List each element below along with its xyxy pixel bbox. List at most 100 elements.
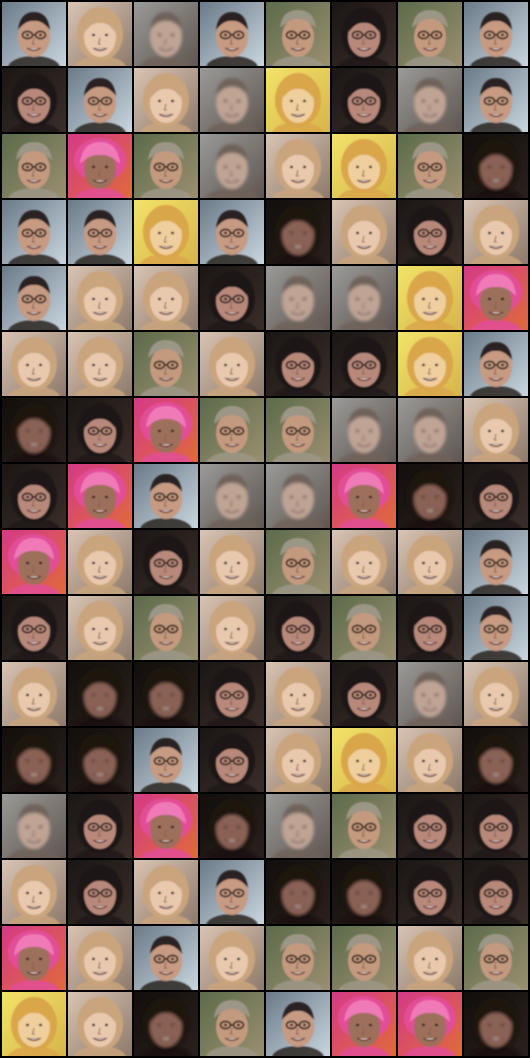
face-thumbnail-dark-blur (266, 860, 330, 924)
face-thumbnail-blonde-child (266, 728, 330, 792)
face-thumbnail-blonde-child (266, 134, 330, 198)
face-thumbnail-ghost-blur (332, 266, 396, 330)
face-thumbnail-yellow-child (398, 332, 462, 396)
face-thumbnail-blonde-child (68, 596, 132, 660)
face-thumbnail-yellow-child (332, 134, 396, 198)
face-thumbnail-ghost-blur (200, 134, 264, 198)
face-thumbnail-dark-blur (464, 728, 528, 792)
face-thumbnail-nerd-man (134, 464, 198, 528)
face-thumbnail-ghost-blur (266, 794, 330, 858)
face-thumbnail-blonde-child (398, 530, 462, 594)
face-thumbnail-ghost-blur (332, 398, 396, 462)
face-thumbnail-pink-headscarf (68, 464, 132, 528)
face-thumbnail-nerd-man (464, 2, 528, 66)
face-thumbnail-pink-headscarf (2, 926, 66, 990)
face-thumbnail-pink-headscarf (68, 134, 132, 198)
face-thumbnail-dark-blur (332, 860, 396, 924)
face-thumbnail-dark-blur (68, 662, 132, 726)
face-thumbnail-nerd-man (134, 926, 198, 990)
face-thumbnail-blonde-man (134, 596, 198, 660)
face-thumbnail-ghost-blur (266, 464, 330, 528)
face-thumbnail-nerd-man (68, 68, 132, 132)
face-thumbnail-blonde-child (200, 596, 264, 660)
face-thumbnail-blonde-man (266, 926, 330, 990)
face-thumbnail-yellow-child (2, 992, 66, 1056)
face-thumbnail-pink-headscarf (332, 464, 396, 528)
face-thumbnail-blonde-child (200, 926, 264, 990)
face-thumbnail-blonde-child (398, 926, 462, 990)
face-thumbnail-yellow-child (134, 200, 198, 264)
face-thumbnail-dark-blur (266, 200, 330, 264)
face-thumbnail-nerd-man (2, 200, 66, 264)
face-thumbnail-dark-glasses-woman (464, 860, 528, 924)
face-thumbnail-dark-glasses-woman (398, 596, 462, 660)
face-thumbnail-blonde-child (134, 860, 198, 924)
face-thumbnail-blonde-child (68, 332, 132, 396)
face-thumbnail-pink-headscarf (134, 398, 198, 462)
face-thumbnail-pink-headscarf (464, 266, 528, 330)
face-thumbnail-dark-blur (2, 398, 66, 462)
face-thumbnail-blonde-child (2, 662, 66, 726)
face-thumbnail-ghost-blur (200, 68, 264, 132)
face-thumbnail-nerd-man (200, 2, 264, 66)
face-thumbnail-blonde-man (134, 134, 198, 198)
face-thumbnail-dark-blur (464, 992, 528, 1056)
face-thumbnail-dark-glasses-woman (266, 332, 330, 396)
face-thumbnail-dark-glasses-woman (2, 464, 66, 528)
face-thumbnail-blonde-child (332, 200, 396, 264)
face-thumbnail-nerd-man (464, 332, 528, 396)
face-thumbnail-pink-headscarf (134, 794, 198, 858)
face-thumbnail-blonde-child (134, 68, 198, 132)
face-thumbnail-ghost-blur (398, 662, 462, 726)
face-thumbnail-blonde-child (200, 530, 264, 594)
face-thumbnail-nerd-man (464, 68, 528, 132)
face-thumbnail-blonde-child (134, 266, 198, 330)
face-thumbnail-dark-blur (68, 728, 132, 792)
face-thumbnail-pink-headscarf (332, 992, 396, 1056)
face-thumbnail-dark-glasses-woman (134, 530, 198, 594)
face-thumbnail-blonde-child (266, 662, 330, 726)
face-thumbnail-dark-glasses-woman (332, 68, 396, 132)
face-thumbnail-dark-glasses-woman (464, 794, 528, 858)
face-thumbnail-blonde-child (464, 398, 528, 462)
face-thumbnail-blonde-man (266, 398, 330, 462)
face-thumbnail-dark-blur (464, 134, 528, 198)
face-thumbnail-dark-glasses-woman (200, 662, 264, 726)
face-thumbnail-dark-glasses-woman (398, 200, 462, 264)
face-thumbnail-nerd-man (464, 530, 528, 594)
face-thumbnail-dark-glasses-woman (200, 266, 264, 330)
face-thumbnail-dark-glasses-woman (200, 728, 264, 792)
face-thumbnail-blonde-man (332, 794, 396, 858)
face-thumbnail-blonde-child (68, 992, 132, 1056)
face-thumbnail-pink-headscarf (398, 992, 462, 1056)
face-thumbnail-ghost-blur (134, 2, 198, 66)
face-thumbnail-blonde-child (2, 332, 66, 396)
face-thumbnail-dark-glasses-woman (332, 2, 396, 66)
face-thumbnail-yellow-child (332, 728, 396, 792)
face-thumbnail-dark-blur (200, 794, 264, 858)
face-thumbnail-blonde-child (464, 662, 528, 726)
face-thumbnail-blonde-man (398, 134, 462, 198)
face-thumbnail-ghost-blur (266, 266, 330, 330)
face-thumbnail-blonde-child (464, 200, 528, 264)
face-thumbnail-dark-glasses-woman (266, 596, 330, 660)
face-thumbnail-blonde-man (464, 926, 528, 990)
face-thumbnail-blonde-child (68, 266, 132, 330)
face-thumbnail-nerd-man (200, 200, 264, 264)
face-thumbnail-blonde-man (2, 134, 66, 198)
face-thumbnail-dark-glasses-woman (332, 662, 396, 726)
face-thumbnail-blonde-child (332, 530, 396, 594)
face-thumbnail-ghost-blur (398, 68, 462, 132)
face-thumbnail-yellow-child (398, 266, 462, 330)
face-thumbnail-nerd-man (2, 266, 66, 330)
face-thumbnail-dark-glasses-woman (68, 398, 132, 462)
face-thumbnail-blonde-child (68, 2, 132, 66)
face-thumbnail-nerd-man (68, 200, 132, 264)
face-thumbnail-dark-glasses-woman (464, 464, 528, 528)
face-thumbnail-ghost-blur (2, 794, 66, 858)
face-thumbnail-dark-glasses-woman (68, 794, 132, 858)
face-thumbnail-dark-glasses-woman (2, 68, 66, 132)
face-thumbnail-blonde-child (2, 860, 66, 924)
face-thumbnail-dark-glasses-woman (332, 332, 396, 396)
